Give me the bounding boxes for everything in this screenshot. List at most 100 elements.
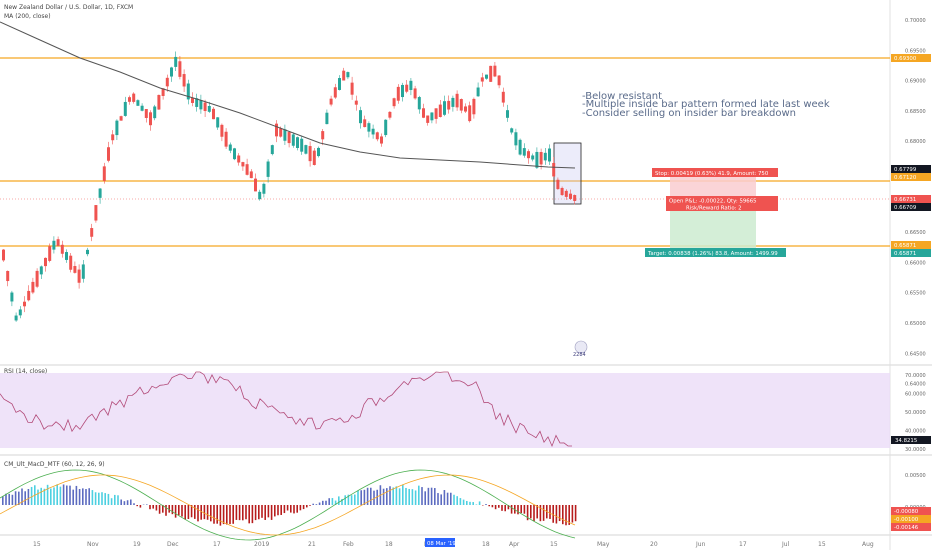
candle-body <box>132 93 136 102</box>
macd-bar <box>533 505 535 521</box>
price-tick-label: 0.68000 <box>905 139 926 145</box>
candle-body <box>304 145 308 154</box>
candle-body <box>396 86 400 101</box>
candle-body <box>375 132 379 140</box>
macd-bar <box>446 492 449 505</box>
candle-body <box>451 97 455 107</box>
macd-bar <box>69 485 71 505</box>
macd-bar <box>280 505 282 515</box>
macd-bar <box>450 492 452 505</box>
rsi-axis[interactable]: 70.0000 60.0000 50.0000 40.0000 30.0000 34.82… <box>891 373 931 453</box>
pnl-label: Open P&L: -0.00022, Qty: 59665 <box>669 199 757 205</box>
macd-bar <box>123 501 126 505</box>
macd-bar <box>392 487 394 505</box>
macd-bar <box>510 505 513 514</box>
macd-bar <box>82 488 84 505</box>
macd-bar <box>325 500 327 505</box>
macd-bar <box>517 505 519 515</box>
candle-body <box>510 128 514 133</box>
candle-body <box>413 88 417 99</box>
symbol-title[interactable]: New Zealand Dollar / U.S. Dollar, 1D, FX… <box>4 4 133 11</box>
macd-bar <box>184 505 186 520</box>
horizontal-levels[interactable] <box>0 57 890 247</box>
candle-body <box>367 123 371 132</box>
candle-body <box>527 151 530 159</box>
candle-body <box>123 101 127 116</box>
candle-body <box>69 255 73 270</box>
candle-body <box>249 171 253 179</box>
time-label: 18 <box>482 541 490 548</box>
candle-body <box>233 148 236 160</box>
macd-bar <box>562 505 564 525</box>
macd-bar <box>430 487 433 505</box>
macd-tick-label: 0.00500 <box>905 473 926 479</box>
macd-bar <box>459 498 462 505</box>
macd-badge <box>891 523 931 531</box>
candle-body <box>354 100 358 105</box>
macd-bar <box>389 486 391 505</box>
macd-bar <box>200 505 202 520</box>
macd-bar <box>520 505 522 513</box>
badge-text: 2284 <box>573 352 586 358</box>
candle-body <box>182 74 186 87</box>
macd-bar <box>542 505 545 521</box>
ma-indicator-label[interactable]: MA (200, close) <box>4 13 51 20</box>
candle-body <box>254 178 257 192</box>
candle-body <box>325 112 329 125</box>
time-label: 21 <box>308 541 316 548</box>
macd-bar <box>174 505 177 518</box>
macd-bar <box>475 504 478 505</box>
macd-bar <box>59 486 62 505</box>
annotation-note[interactable]: -Below resistant -Multiple inside bar pa… <box>582 91 830 119</box>
macd-bar <box>254 505 257 521</box>
macd-bar <box>296 505 298 513</box>
macd-bar <box>523 505 526 514</box>
time-label: 15 <box>33 541 41 548</box>
price-axis[interactable]: 0.700000.695000.690000.685000.680000.675… <box>891 18 931 388</box>
candle-body <box>405 84 409 92</box>
tradingview-badge[interactable]: 2284 <box>573 340 588 358</box>
candle-body <box>333 87 337 98</box>
macd-bar <box>210 505 212 522</box>
macd-bar <box>75 485 78 505</box>
macd-bar <box>245 505 247 520</box>
macd-bar <box>504 505 506 512</box>
macd-bar <box>357 490 359 505</box>
candle-body <box>283 129 287 141</box>
macd-bar <box>571 505 574 523</box>
macd-bar <box>350 495 353 505</box>
macd-bar <box>197 505 199 522</box>
rsi-title[interactable]: RSI (14, close) <box>4 368 47 375</box>
macd-title[interactable]: CM_Ult_MacD_MTF (60, 12, 26, 9) <box>4 461 105 468</box>
macd-bar <box>414 490 417 505</box>
price-badge-label: 0.67799 <box>894 167 917 173</box>
macd-bar <box>456 496 458 505</box>
signal-line <box>0 474 576 536</box>
macd-bar <box>568 505 570 525</box>
macd-bar <box>498 505 500 508</box>
time-axis[interactable]: 15Nov19Dec17201921Feb18Mar08 Mar '1918Ap… <box>33 538 874 548</box>
macd-bar <box>574 505 577 522</box>
candle-body <box>18 309 22 316</box>
candle-body <box>455 93 459 108</box>
macd-bar <box>264 505 266 520</box>
macd-histogram <box>2 484 577 526</box>
price-tick-label: 0.69500 <box>905 48 926 54</box>
macd-bar <box>110 498 113 505</box>
time-label: 20 <box>650 541 658 548</box>
candle-body <box>401 84 404 98</box>
price-badge-label: 0.69300 <box>894 56 917 62</box>
macd-bar <box>469 501 471 505</box>
candle-body <box>480 77 484 82</box>
stop-zone[interactable] <box>670 174 756 199</box>
price-badge-label: 0.65871 <box>894 243 916 249</box>
macd-bar <box>334 500 337 505</box>
price-tick-label: 0.64500 <box>905 351 926 357</box>
candle-body <box>10 292 14 302</box>
position-tool[interactable]: Stop: 0.00419 (0.63%) 41.9, Amount: 750 … <box>645 168 786 257</box>
price-tick-label: 0.68500 <box>905 109 926 115</box>
candle-body <box>224 131 228 147</box>
macd-bar <box>130 499 132 505</box>
